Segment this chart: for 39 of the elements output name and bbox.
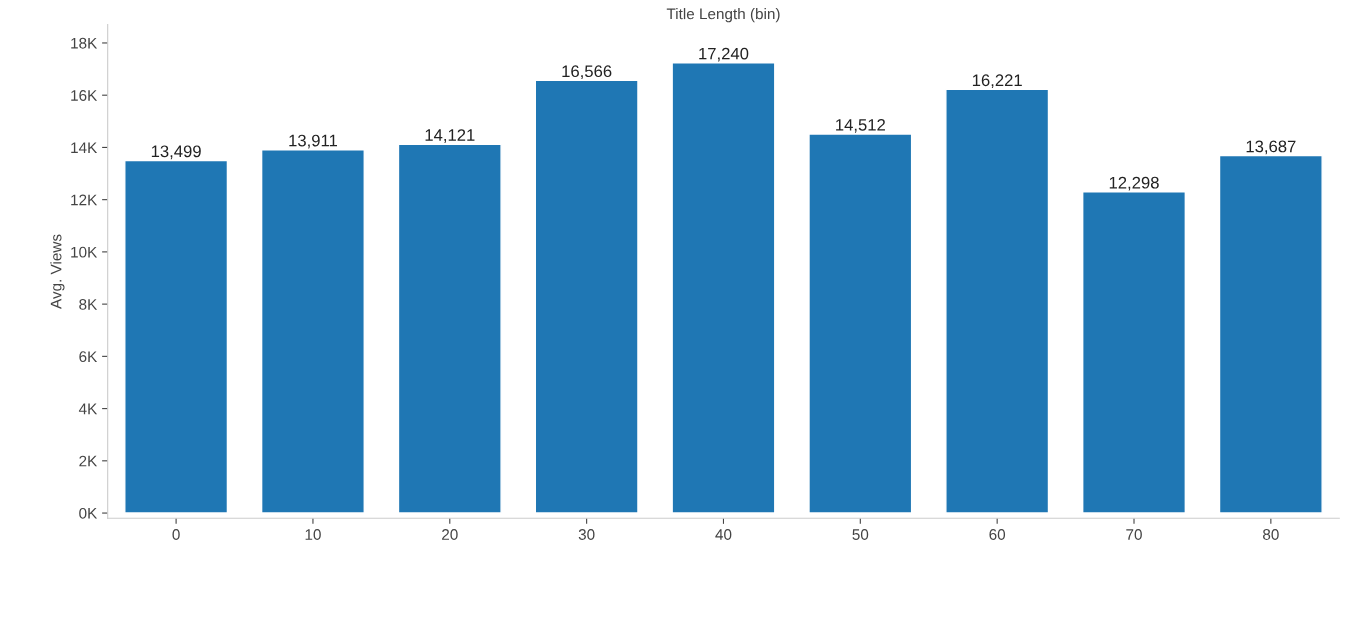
x-tick-label: 80 [1263,529,1279,540]
y-tick-label: 2K [79,455,98,467]
x-tick-label: 0 [172,529,180,540]
data-label: 16,221 [972,74,1022,89]
y-tick-label: 4K [78,403,98,415]
y-tick-label: 18K [71,37,98,49]
bar [1218,154,1323,514]
x-tick-label: 30 [578,529,595,540]
x-tick-label: 50 [852,529,869,540]
x-tick-label: 40 [715,529,732,540]
bar [124,159,229,514]
y-tick-label: 10K [71,246,98,258]
x-axis-title: Title Length (bin) [666,8,780,23]
y-tick-label: 8K [79,298,98,310]
bar [671,62,776,514]
y-tick-label: 16K [71,90,98,101]
data-label: 12,298 [1109,176,1159,191]
bar [260,149,365,514]
bar [808,133,913,514]
data-label: 14,512 [836,118,885,133]
data-label: 13,499 [151,145,201,160]
data-label: 17,240 [699,47,749,62]
data-label: 13,911 [289,134,338,149]
data-label: 13,687 [1246,140,1296,155]
y-tick-label: 6K [79,351,98,363]
y-tick-label: 14K [71,142,98,153]
data-label: 14,121 [425,129,475,143]
y-tick-label: 0K [79,507,98,519]
bar [397,143,502,514]
y-axis-title: Avg. Views [50,234,65,309]
bar [945,88,1050,514]
x-tick-label: 10 [305,529,321,540]
bar [1081,191,1187,514]
data-label: 16,566 [562,65,612,80]
bar [534,79,639,514]
x-tick-label: 60 [989,529,1006,540]
x-tick-label: 20 [442,529,458,540]
x-tick-label: 70 [1126,529,1142,540]
y-tick-label: 12K [71,194,98,206]
